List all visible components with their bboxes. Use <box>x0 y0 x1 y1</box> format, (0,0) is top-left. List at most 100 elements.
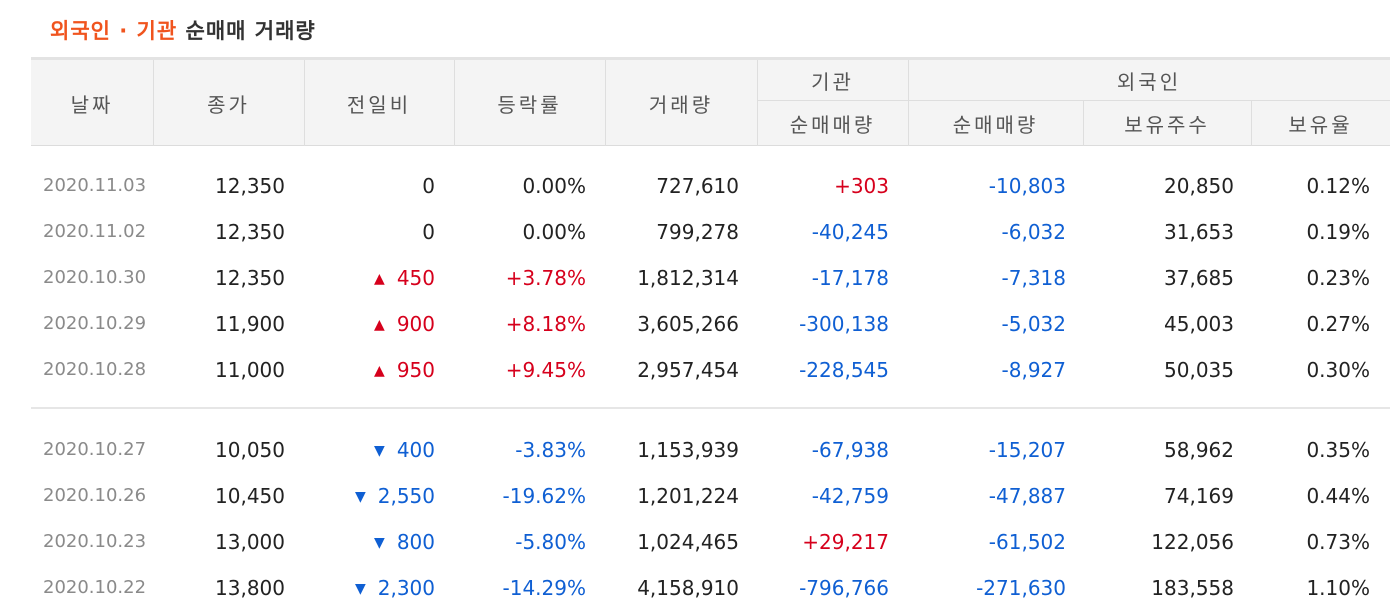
cell-holdings: 74,169 <box>1164 484 1234 508</box>
header-volume: 거래량 <box>648 92 714 117</box>
triangle-up-icon: ▲ <box>374 317 385 333</box>
cell-date: 2020.10.22 <box>43 577 147 598</box>
cell-ratio: 0.44% <box>1306 484 1370 508</box>
cell-close: 13,800 <box>215 576 285 600</box>
cell-inst: -42,759 <box>811 484 889 508</box>
header-divider <box>605 60 606 146</box>
triangle-down-icon: ▼ <box>354 489 366 505</box>
header-divider <box>1251 101 1252 146</box>
cell-ratio: 0.27% <box>1306 312 1370 336</box>
change-value: 0 <box>422 174 435 198</box>
cell-ratio: 0.30% <box>1306 358 1370 382</box>
cell-volume: 727,610 <box>656 174 739 198</box>
cell-change: ▲ 450 <box>304 255 435 301</box>
cell-holdings: 20,850 <box>1164 174 1234 198</box>
cell-close: 10,050 <box>215 438 285 462</box>
triangle-down-icon: ▼ <box>374 443 385 459</box>
header-change: 전일비 <box>346 92 412 117</box>
cell-foreign-net: -6,032 <box>1001 220 1066 244</box>
cell-rate: -5.80% <box>515 530 586 554</box>
header-divider <box>304 60 305 146</box>
section-title-highlight: 외국인 · 기관 <box>50 19 178 43</box>
cell-inst: -228,545 <box>799 358 889 382</box>
cell-inst: -17,178 <box>811 266 889 290</box>
cell-change: 0 <box>304 209 435 255</box>
cell-volume: 4,158,910 <box>637 576 739 600</box>
cell-date: 2020.10.30 <box>43 267 147 288</box>
cell-date: 2020.10.26 <box>43 485 147 506</box>
header-divider <box>1083 101 1084 146</box>
section-title: 외국인 · 기관 순매매 거래량 <box>50 16 316 46</box>
cell-date: 2020.11.02 <box>43 221 147 242</box>
section-title-rest: 순매매 거래량 <box>185 19 316 43</box>
cell-foreign-net: -15,207 <box>988 438 1066 462</box>
cell-change: ▼ 2,550 <box>304 473 435 519</box>
cell-ratio: 0.23% <box>1306 266 1370 290</box>
cell-holdings: 183,558 <box>1151 576 1234 600</box>
header-divider <box>454 60 455 146</box>
change-value: 2,550 <box>377 484 435 508</box>
cell-holdings: 31,653 <box>1164 220 1234 244</box>
cell-holdings: 50,035 <box>1164 358 1234 382</box>
cell-holdings: 122,056 <box>1151 530 1234 554</box>
header-foreign-net: 순매매량 <box>952 113 1039 137</box>
change-value: 950 <box>396 358 435 382</box>
header-foreign: 외국인 <box>1116 69 1182 94</box>
header-institution: 기관 <box>811 69 854 94</box>
header-divider <box>908 60 909 146</box>
cell-volume: 1,153,939 <box>637 438 739 462</box>
cell-date: 2020.10.29 <box>43 313 147 334</box>
cell-volume: 1,201,224 <box>637 484 739 508</box>
cell-ratio: 0.35% <box>1306 438 1370 462</box>
table-row: 2020.10.30 12,350 ▲ 450 +3.78% 1,812,314 -17,1… <box>0 255 1400 301</box>
cell-volume: 799,278 <box>656 220 739 244</box>
cell-foreign-net: -8,927 <box>1001 358 1066 382</box>
cell-date: 2020.10.27 <box>43 439 147 460</box>
header-foreign-ratio: 보유율 <box>1288 113 1353 137</box>
change-value: 0 <box>422 220 435 244</box>
header-divider <box>757 60 758 146</box>
cell-close: 11,000 <box>215 358 285 382</box>
change-value: 2,300 <box>377 576 435 600</box>
cell-change: 0 <box>304 163 435 209</box>
cell-foreign-net: -61,502 <box>988 530 1066 554</box>
cell-close: 12,350 <box>215 174 285 198</box>
table-row: 2020.10.22 13,800 ▼ 2,300 -14.29% 4,158,910 -7… <box>0 565 1400 611</box>
cell-foreign-net: -271,630 <box>976 576 1066 600</box>
triangle-down-icon: ▼ <box>354 581 366 597</box>
table-row: 2020.10.29 11,900 ▲ 900 +8.18% 3,605,266 -300,… <box>0 301 1400 347</box>
change-value: 800 <box>396 530 435 554</box>
cell-holdings: 58,962 <box>1164 438 1234 462</box>
header-inst-net: 순매매량 <box>789 113 876 137</box>
cell-foreign-net: -10,803 <box>988 174 1066 198</box>
cell-foreign-net: -7,318 <box>1001 266 1066 290</box>
table-row: 2020.11.03 12,350 0 0.00% 727,610 +303 -10,803… <box>0 163 1400 209</box>
cell-ratio: 0.12% <box>1306 174 1370 198</box>
cell-holdings: 45,003 <box>1164 312 1234 336</box>
header-divider <box>757 100 1390 101</box>
cell-ratio: 0.73% <box>1306 530 1370 554</box>
table-row: 2020.10.28 11,000 ▲ 950 +9.45% 2,957,454 -228,… <box>0 347 1400 393</box>
cell-rate: -3.83% <box>515 438 586 462</box>
cell-rate: -14.29% <box>502 576 586 600</box>
cell-change: ▼ 2,300 <box>304 565 435 611</box>
cell-inst: -796,766 <box>799 576 889 600</box>
cell-volume: 3,605,266 <box>637 312 739 336</box>
triangle-down-icon: ▼ <box>374 535 385 551</box>
table-row: 2020.11.02 12,350 0 0.00% 799,278 -40,245 -6,0… <box>0 209 1400 255</box>
header-divider <box>153 60 154 146</box>
cell-rate: +8.18% <box>505 312 586 336</box>
cell-ratio: 0.19% <box>1306 220 1370 244</box>
cell-inst: -300,138 <box>799 312 889 336</box>
cell-volume: 1,024,465 <box>637 530 739 554</box>
cell-inst: +29,217 <box>802 530 889 554</box>
cell-date: 2020.11.03 <box>43 175 147 196</box>
cell-foreign-net: -5,032 <box>1001 312 1066 336</box>
cell-holdings: 37,685 <box>1164 266 1234 290</box>
cell-rate: +3.78% <box>505 266 586 290</box>
cell-change: ▲ 950 <box>304 347 435 393</box>
cell-close: 11,900 <box>215 312 285 336</box>
triangle-up-icon: ▲ <box>374 363 385 379</box>
cell-inst: -67,938 <box>811 438 889 462</box>
cell-inst: -40,245 <box>811 220 889 244</box>
